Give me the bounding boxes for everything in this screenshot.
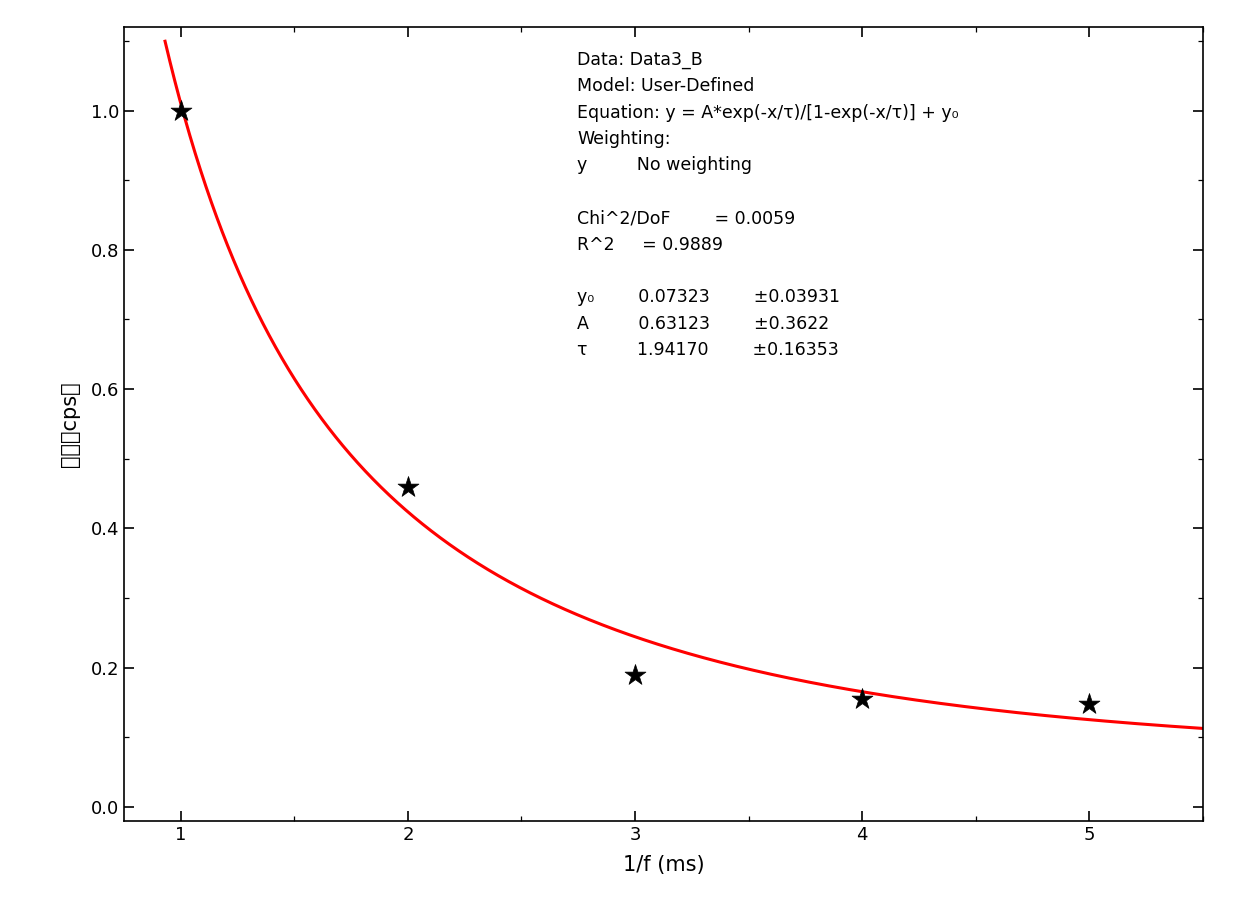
Point [171, 104, 191, 118]
Point [852, 692, 872, 706]
Point [398, 479, 418, 493]
Point [1079, 696, 1099, 711]
X-axis label: 1/f (ms): 1/f (ms) [622, 855, 704, 875]
Text: Data: Data3_B
Model: User-Defined
Equation: y = A*exp(-x/τ)/[1-exp(-x/τ)] + y₀
W: Data: Data3_B Model: User-Defined Equati… [577, 51, 959, 359]
Y-axis label: 强度（cps）: 强度（cps） [60, 382, 79, 466]
Point [625, 667, 645, 682]
